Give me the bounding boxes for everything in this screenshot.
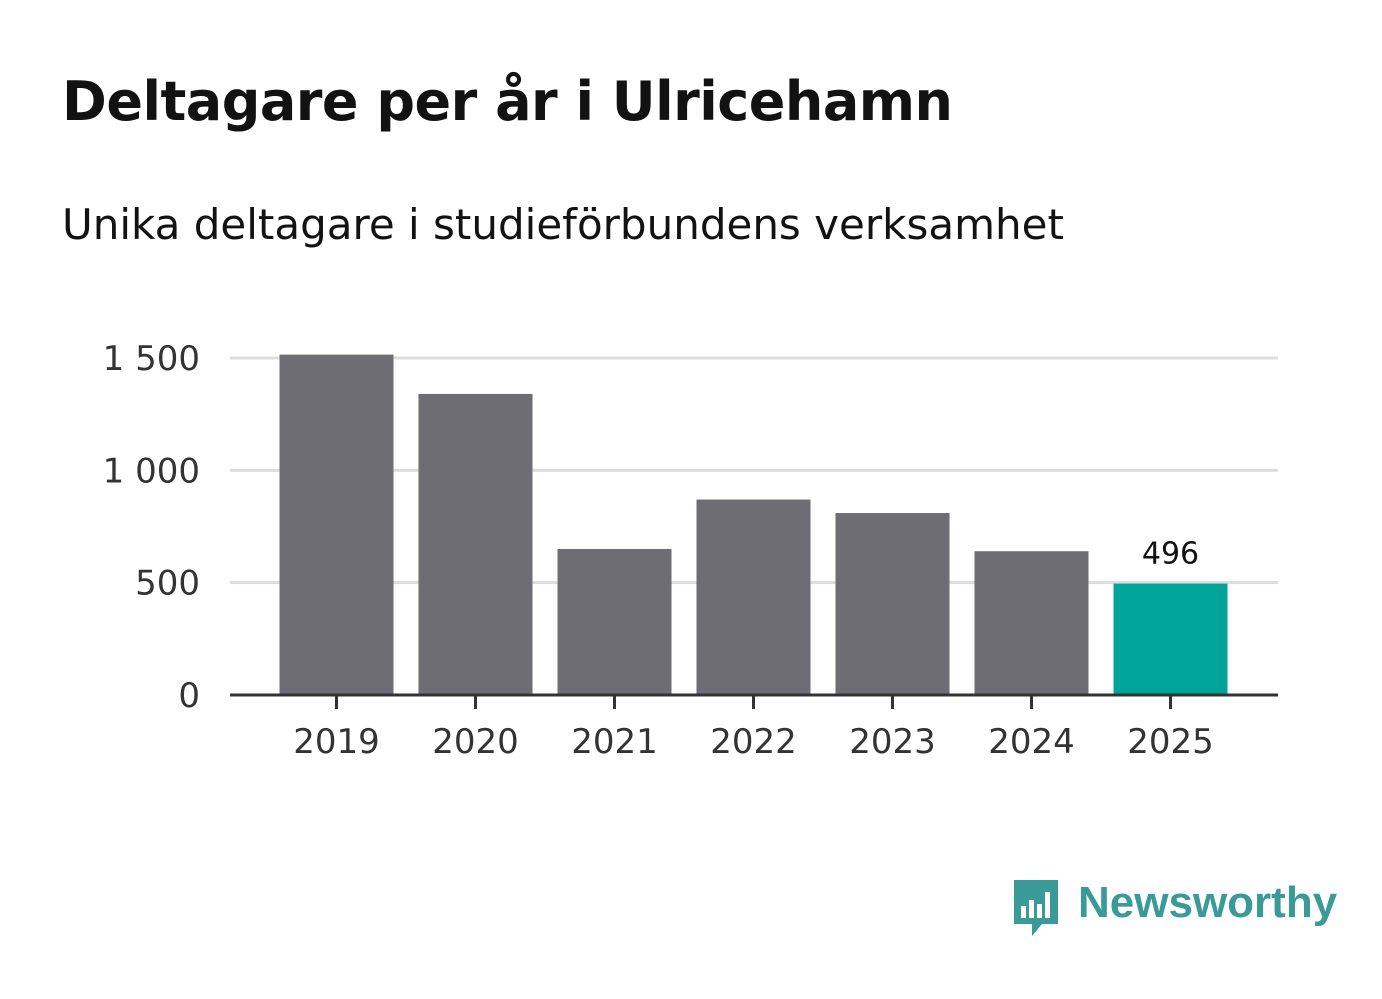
bar-2022 <box>696 499 811 695</box>
brand-logo: Newsworthy <box>1010 876 1337 942</box>
newsworthy-logo-icon <box>1014 880 1058 936</box>
y-tick-label: 1 500 <box>103 339 200 379</box>
chart-subtitle: Unika deltagare i studieförbundens verks… <box>62 200 1064 249</box>
y-tick-label: 0 <box>178 676 200 716</box>
bar-2020 <box>418 393 533 695</box>
bar-2021 <box>557 548 672 695</box>
y-tick-label: 500 <box>135 564 200 604</box>
x-tick-label: 2022 <box>710 722 797 762</box>
chart-title: Deltagare per år i Ulricehamn <box>62 70 953 133</box>
data-label-2025: 496 <box>1142 537 1199 572</box>
bar-2023 <box>835 513 950 695</box>
bar-2019 <box>279 354 394 695</box>
x-tick-label: 2020 <box>432 722 519 762</box>
x-tick-label: 2019 <box>293 722 380 762</box>
x-tick-label: 2024 <box>988 722 1075 762</box>
bar-2024 <box>974 551 1089 695</box>
x-tick-label: 2021 <box>571 722 658 762</box>
brand-name: Newsworthy <box>1078 878 1338 927</box>
x-tick-label: 2025 <box>1127 722 1214 762</box>
x-tick-label: 2023 <box>849 722 936 762</box>
y-tick-label: 1 000 <box>103 451 200 491</box>
bar-2025 <box>1113 583 1228 695</box>
